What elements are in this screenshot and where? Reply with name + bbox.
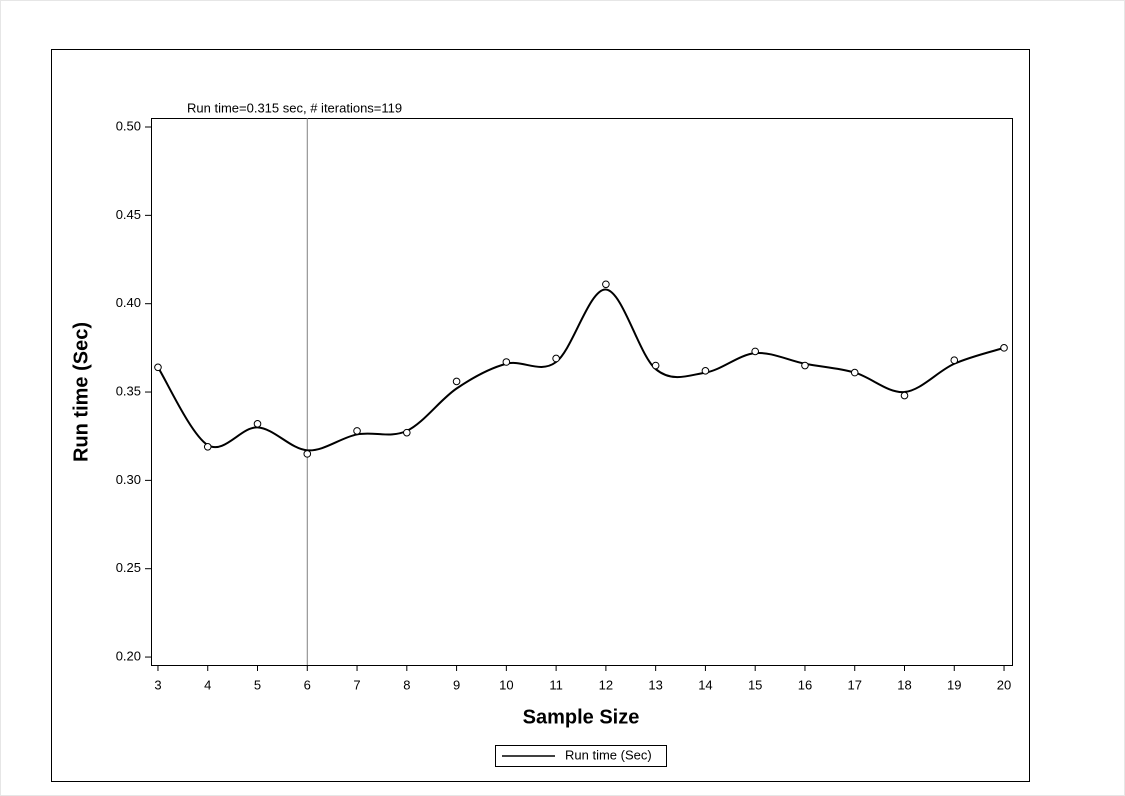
- data-point: [253, 420, 262, 428]
- y-tick-label: 0.40: [116, 295, 141, 310]
- x-tick-label: 18: [897, 677, 911, 692]
- x-tick-label: 16: [798, 677, 812, 692]
- x-tick-label: 4: [204, 677, 211, 692]
- x-tick-label: 17: [847, 677, 861, 692]
- data-point: [353, 427, 361, 435]
- y-axis-title: Run time (Sec): [70, 322, 92, 462]
- x-tick-label: 3: [154, 677, 161, 692]
- data-point: [751, 347, 759, 356]
- x-axis-title: Sample Size: [523, 706, 640, 728]
- x-tick-label: 19: [947, 677, 961, 692]
- data-point: [950, 356, 959, 365]
- data-point: [651, 361, 660, 370]
- data-point: [900, 391, 909, 400]
- legend-box: [495, 745, 667, 767]
- data-point: [602, 280, 610, 289]
- x-tick-label: 14: [698, 677, 712, 692]
- data-point: [502, 358, 511, 366]
- x-tick-label: 5: [254, 677, 261, 692]
- x-tick-label: 10: [499, 677, 513, 692]
- data-point: [154, 363, 162, 372]
- x-tick-label: 20: [997, 677, 1011, 692]
- data-point: [403, 428, 411, 437]
- data-point: [850, 368, 859, 377]
- plot-area: [151, 118, 1013, 666]
- data-point: [1000, 344, 1008, 352]
- x-tick-label: 11: [549, 677, 563, 692]
- data-point: [701, 367, 710, 375]
- y-tick-label: 0.50: [116, 118, 141, 133]
- legend-label: Run time (Sec): [565, 747, 652, 762]
- y-tick-label: 0.20: [116, 648, 141, 663]
- annotation: Run time=0.315 sec, # iterations=119: [187, 100, 402, 115]
- y-tick-label: 0.35: [116, 383, 141, 398]
- x-tick-label: 9: [453, 677, 460, 692]
- y-tick-label: 0.30: [116, 472, 141, 487]
- data-point: [552, 354, 560, 363]
- x-tick-label: 12: [599, 677, 613, 692]
- data-point: [303, 450, 312, 458]
- x-tick-label: 7: [353, 677, 360, 692]
- y-tick-label: 0.45: [116, 207, 141, 222]
- data-point: [801, 361, 809, 370]
- data-point: [203, 443, 212, 451]
- x-tick-label: 13: [648, 677, 662, 692]
- x-tick-label: 6: [304, 677, 311, 692]
- graph-frame: [51, 49, 1030, 782]
- data-point: [452, 377, 461, 386]
- x-tick-label: 15: [748, 677, 762, 692]
- x-tick-label: 8: [403, 677, 410, 692]
- y-tick-label: 0.25: [116, 560, 141, 575]
